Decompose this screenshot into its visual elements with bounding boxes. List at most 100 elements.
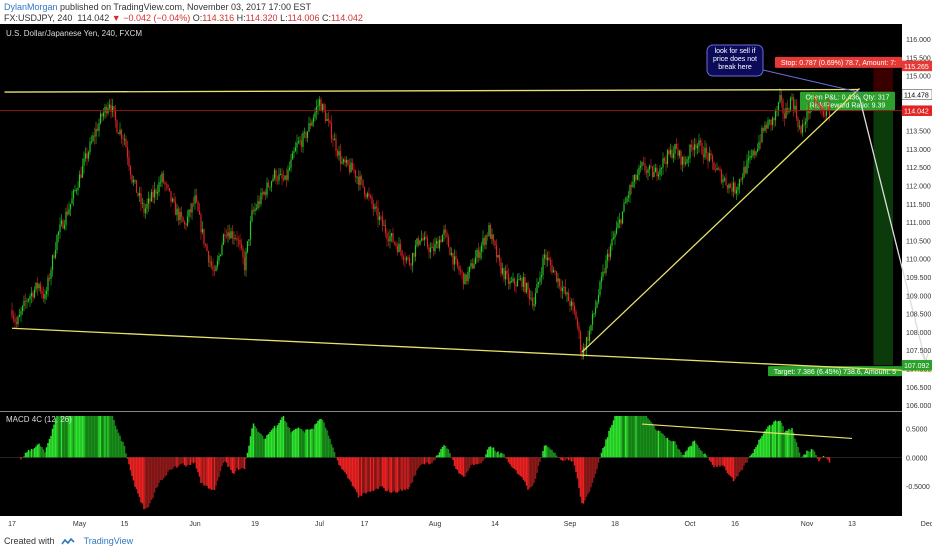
macd-bar [27, 449, 30, 458]
macd-bar [663, 435, 666, 458]
candle [593, 313, 595, 315]
candle [138, 193, 141, 196]
time-tick: 17 [8, 521, 16, 528]
candle [627, 195, 630, 198]
stop-zone[interactable] [873, 65, 894, 95]
macd-bar [60, 416, 63, 458]
macd-bar [311, 428, 313, 458]
price-tick: 113.000 [906, 147, 931, 154]
macd-bar [339, 457, 342, 467]
macd-bar [185, 457, 187, 467]
macd-bar [452, 457, 454, 461]
candle [635, 174, 637, 180]
candle [281, 173, 283, 179]
note-box[interactable] [706, 44, 764, 77]
rising-support[interactable] [581, 87, 860, 353]
macd-bar [507, 457, 510, 463]
note-callout[interactable]: look for sell if price does not break he… [706, 44, 764, 77]
chart-canvas[interactable]: Stop: 0.787 (0.69%) 78.7, Amount: 7: Open… [0, 24, 932, 532]
macd-bar [624, 416, 627, 458]
macd-bar [75, 416, 78, 458]
price-tag: 114.042 [904, 109, 929, 116]
candle [80, 174, 82, 178]
candle [312, 117, 315, 122]
macd-bar [681, 454, 684, 458]
candle [747, 158, 750, 161]
candle [87, 152, 90, 159]
candle [690, 144, 693, 148]
candle [243, 257, 246, 271]
macd-bar [261, 435, 264, 458]
candle [795, 105, 798, 119]
candle [468, 266, 471, 273]
candle [636, 174, 639, 180]
macd-bar [774, 420, 777, 458]
candle [432, 246, 435, 252]
symbol-label[interactable]: FX:USDJPY, 240 [4, 13, 73, 23]
price-tick: 110.000 [906, 257, 931, 264]
author-link[interactable]: DylanMorgan [4, 2, 58, 12]
macd-bar [713, 457, 715, 468]
projection-arrow[interactable] [858, 97, 927, 362]
candle [380, 216, 382, 218]
candle [314, 112, 316, 118]
macd-bar [644, 416, 646, 458]
price-tag: 115.265 [904, 64, 929, 71]
target-zone[interactable] [873, 94, 894, 366]
macd-bar [456, 457, 459, 470]
candle [678, 150, 681, 156]
candle [606, 253, 609, 261]
candle [603, 271, 606, 273]
macd-bar [102, 416, 105, 458]
macd-bar [366, 457, 369, 492]
macd-bar [99, 416, 102, 458]
candle [489, 225, 492, 239]
candle [365, 194, 367, 198]
candle [218, 256, 220, 261]
candle [120, 129, 123, 139]
lower-channel[interactable] [11, 327, 932, 373]
macd-bar [48, 438, 51, 458]
macd-bar [723, 457, 726, 467]
trend-lines[interactable] [4, 69, 932, 373]
candle [534, 293, 537, 305]
macd-bar [519, 457, 522, 476]
macd-bar [230, 457, 232, 470]
macd-bar [512, 457, 514, 469]
candle [213, 270, 216, 272]
macd-bar [360, 457, 363, 496]
macd-bar [732, 457, 735, 482]
candle [561, 288, 564, 292]
candle [698, 140, 700, 146]
macd-bar [522, 457, 525, 480]
candle [644, 163, 646, 171]
candle [810, 99, 813, 110]
candle [29, 296, 31, 300]
macd-bar [74, 416, 76, 458]
candle [269, 186, 271, 188]
candles [0, 88, 902, 361]
macd-bar [225, 457, 228, 463]
macd-bar [216, 457, 219, 481]
tradingview-link[interactable]: TradingView [83, 536, 134, 546]
candle [410, 264, 412, 266]
macd-bar [756, 444, 759, 458]
macd-bar [725, 457, 727, 471]
candle [743, 167, 745, 178]
candle [507, 273, 510, 284]
macd-bar [87, 416, 90, 458]
upper-resistance[interactable] [4, 88, 860, 93]
candle [696, 145, 699, 149]
macd-bar [198, 457, 201, 477]
macd-bar [228, 457, 231, 467]
macd-bar [378, 457, 381, 487]
candle [626, 197, 628, 203]
time-axis[interactable] [0, 516, 902, 532]
price-pane[interactable] [0, 24, 902, 411]
candle [159, 181, 162, 183]
candle [330, 123, 333, 140]
candle [426, 238, 429, 248]
macd-bar [645, 416, 648, 458]
pnl-label-text: Risk/Reward Ratio: 9.39 [810, 103, 886, 110]
candle [701, 142, 703, 155]
